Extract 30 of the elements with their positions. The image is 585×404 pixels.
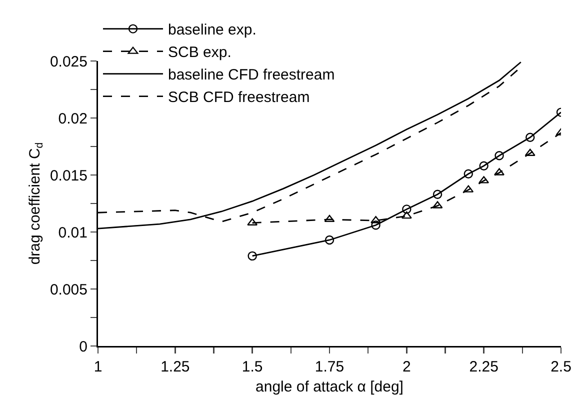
x-tick-label: 2	[402, 358, 411, 376]
x-tick-label: 2.5	[550, 358, 572, 376]
x-axis-title: angle of attack α [deg]	[256, 378, 404, 396]
y-tick-label: 0.015	[50, 167, 88, 184]
point	[401, 211, 412, 219]
x-tick-label: 1.75	[314, 358, 344, 376]
legend-label: SCB CFD freestream	[168, 89, 310, 106]
y-tick-label: 0.025	[50, 53, 88, 70]
point	[402, 204, 412, 214]
y-tick-label: 0.01	[58, 224, 88, 242]
point	[479, 161, 488, 170]
point	[324, 235, 334, 245]
y-tick-label: 0.02	[58, 110, 88, 128]
legend-label: SCB exp.	[168, 44, 232, 62]
x-tick-label: 1	[94, 358, 102, 376]
x-tick-label: 1.25	[160, 358, 190, 376]
point	[432, 190, 442, 199]
point	[464, 169, 473, 178]
legend-label: baseline CFD freestream	[168, 66, 335, 84]
point	[248, 251, 257, 261]
point	[324, 214, 335, 222]
x-tick-label: 2.25	[469, 358, 498, 376]
point	[526, 132, 535, 142]
y-tick-label: 0.005	[50, 281, 88, 298]
point	[371, 220, 380, 230]
x-tick-label: 1.5	[242, 358, 263, 376]
point	[494, 168, 504, 176]
point	[494, 151, 504, 160]
y-tick-label: 0	[79, 338, 88, 356]
legend-label: baseline exp.	[168, 22, 256, 39]
